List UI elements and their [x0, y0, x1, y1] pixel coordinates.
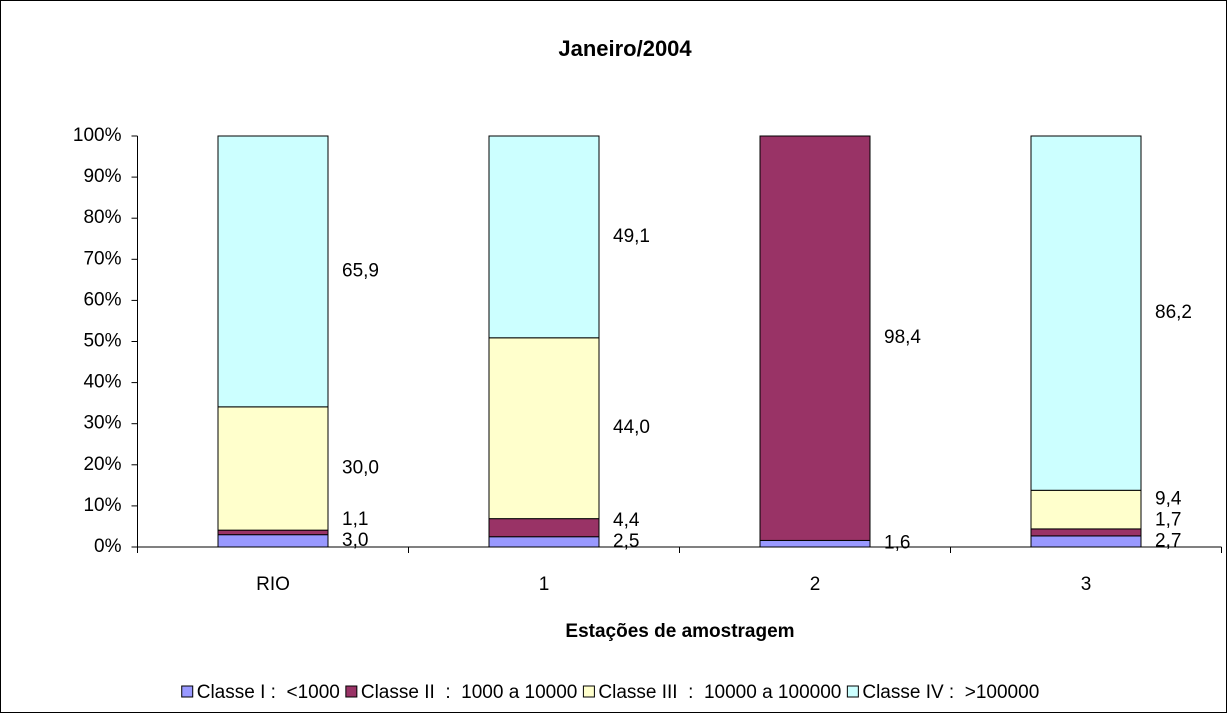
legend-label: Classe I : <1000: [197, 682, 340, 703]
y-tick-label: 100%: [73, 125, 122, 146]
y-tick-label: 20%: [83, 454, 121, 475]
y-tick-label: 30%: [83, 413, 121, 434]
data-label: 30,0: [342, 458, 379, 479]
bar-segment: [759, 135, 871, 541]
bar-segment: [488, 518, 600, 538]
bar-segment: [217, 534, 329, 548]
y-tick-label: 40%: [83, 372, 121, 393]
chart-title: Janeiro/2004: [558, 36, 692, 61]
data-label: 9,4: [1155, 488, 1182, 509]
bar-segment: [1030, 489, 1142, 530]
y-tick-label: 60%: [83, 289, 121, 310]
bar-segment: [488, 135, 600, 339]
y-tick-label: 10%: [83, 495, 121, 516]
y-tick-label: 0%: [94, 536, 122, 557]
bar-segment: [759, 539, 871, 548]
data-label: 49,1: [613, 226, 650, 247]
data-label: 2,7: [1155, 530, 1181, 551]
data-label: 1,1: [342, 509, 368, 530]
legend-swatch: [181, 685, 194, 698]
legend-label: Classe IV : >100000: [862, 682, 1039, 703]
legend-label: Classe II : 1000 a 10000: [361, 682, 578, 703]
bar-segment: [488, 337, 600, 520]
x-tick-label: 3: [1081, 574, 1092, 595]
data-label: 2,5: [613, 531, 639, 552]
bar-segment: [217, 135, 329, 408]
data-label: 1,6: [884, 533, 910, 554]
data-label: 44,0: [613, 417, 650, 438]
bar-segment: [217, 406, 329, 531]
x-tick-label: 2: [810, 574, 821, 595]
data-label: 65,9: [342, 260, 379, 281]
legend-label: Classe III : 10000 a 100000: [598, 682, 841, 703]
y-tick-label: 50%: [83, 331, 121, 352]
legend-swatch: [345, 685, 358, 698]
x-tick-label: 1: [539, 574, 550, 595]
y-tick-label: 90%: [83, 166, 121, 187]
data-label: 3,0: [342, 530, 368, 551]
bar-segment: [1030, 528, 1142, 537]
bar-segment: [217, 529, 329, 536]
data-label: 98,4: [884, 327, 921, 348]
bar-segment: [1030, 535, 1142, 548]
data-label: 4,4: [613, 510, 640, 531]
x-axis-title: Estações de amostragem: [565, 621, 794, 642]
legend-swatch: [582, 685, 595, 698]
data-label: 1,7: [1155, 509, 1181, 530]
bar-segment: [488, 536, 600, 548]
legend-swatch: [846, 685, 859, 698]
bar-segment: [1030, 135, 1142, 491]
y-tick-label: 80%: [83, 207, 121, 228]
y-tick-label: 70%: [83, 248, 121, 269]
x-tick-label: RIO: [256, 574, 290, 595]
data-label: 86,2: [1155, 302, 1192, 323]
